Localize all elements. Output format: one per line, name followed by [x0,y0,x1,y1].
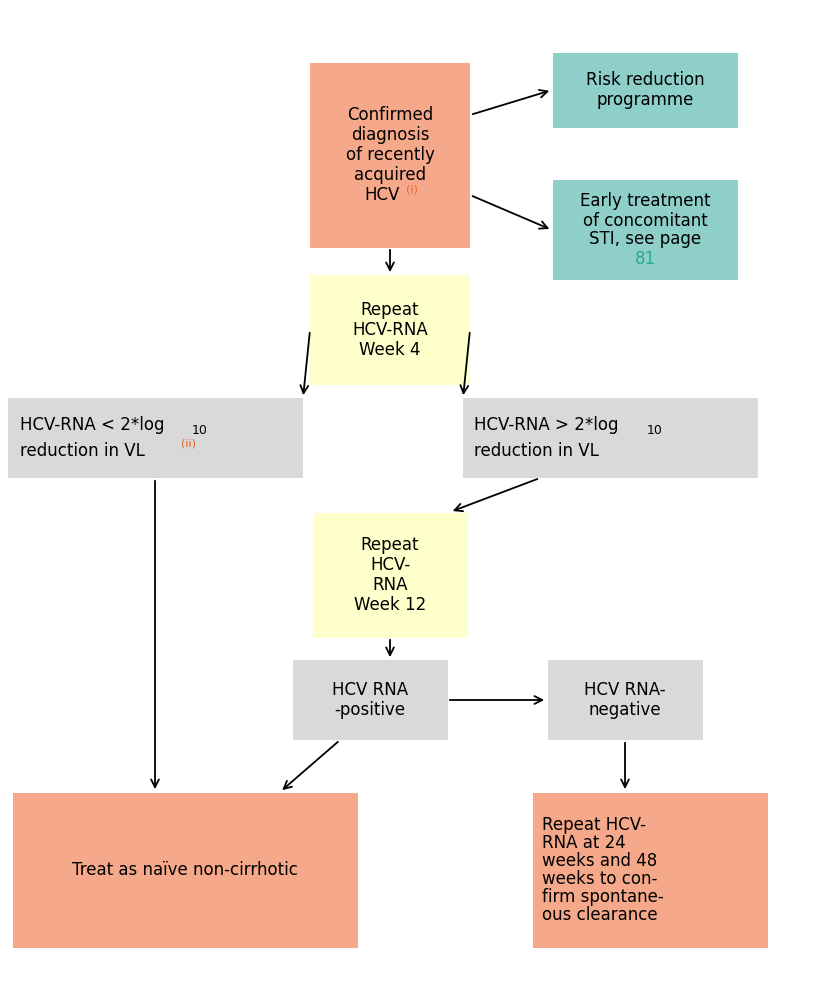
Text: HCV-RNA: HCV-RNA [352,321,428,339]
Text: weeks and 48: weeks and 48 [543,852,658,870]
Text: firm spontane-: firm spontane- [543,888,664,906]
Text: (i): (i) [406,184,418,194]
Text: ous clearance: ous clearance [543,906,658,924]
Text: HCV RNA-: HCV RNA- [584,681,666,699]
FancyBboxPatch shape [8,398,303,478]
Text: Treat as naïve non-cirrhotic: Treat as naïve non-cirrhotic [72,861,298,879]
Text: Repeat: Repeat [361,536,420,554]
FancyBboxPatch shape [548,660,702,740]
Text: weeks to con-: weeks to con- [543,870,658,888]
Text: Week 12: Week 12 [354,596,426,614]
Text: acquired: acquired [354,166,426,184]
FancyBboxPatch shape [310,275,470,385]
FancyBboxPatch shape [533,793,768,948]
Text: HCV-RNA < 2*log: HCV-RNA < 2*log [19,416,164,434]
Text: Early treatment: Early treatment [580,192,711,210]
Text: Risk reduction: Risk reduction [586,71,704,89]
Text: diagnosis: diagnosis [351,126,430,144]
FancyBboxPatch shape [553,180,737,280]
Text: negative: negative [589,701,661,719]
Text: reduction in VL: reduction in VL [475,442,599,460]
Text: programme: programme [597,91,694,109]
Text: Week 4: Week 4 [359,341,420,359]
Text: 10: 10 [191,424,207,437]
Text: 10: 10 [647,424,662,437]
Text: HCV-RNA > 2*log: HCV-RNA > 2*log [475,416,619,434]
FancyBboxPatch shape [553,52,737,127]
Text: of concomitant: of concomitant [582,212,707,230]
Text: 81: 81 [634,249,655,267]
Text: (ii): (ii) [181,439,196,449]
Text: RNA: RNA [373,576,408,594]
Text: Confirmed: Confirmed [347,106,433,124]
Text: HCV-: HCV- [370,556,410,574]
Text: HCV RNA: HCV RNA [332,681,408,699]
Text: of recently: of recently [346,146,435,164]
FancyBboxPatch shape [293,660,447,740]
Text: Repeat HCV-: Repeat HCV- [543,816,647,834]
Text: reduction in VL: reduction in VL [19,442,144,460]
Text: RNA at 24: RNA at 24 [543,834,626,852]
FancyBboxPatch shape [310,62,470,247]
FancyBboxPatch shape [13,793,357,948]
FancyBboxPatch shape [462,398,758,478]
FancyBboxPatch shape [312,513,467,638]
Text: Repeat: Repeat [361,301,420,319]
Text: -positive: -positive [335,701,405,719]
Text: STI, see page: STI, see page [589,231,701,248]
Text: HCV: HCV [364,186,399,204]
